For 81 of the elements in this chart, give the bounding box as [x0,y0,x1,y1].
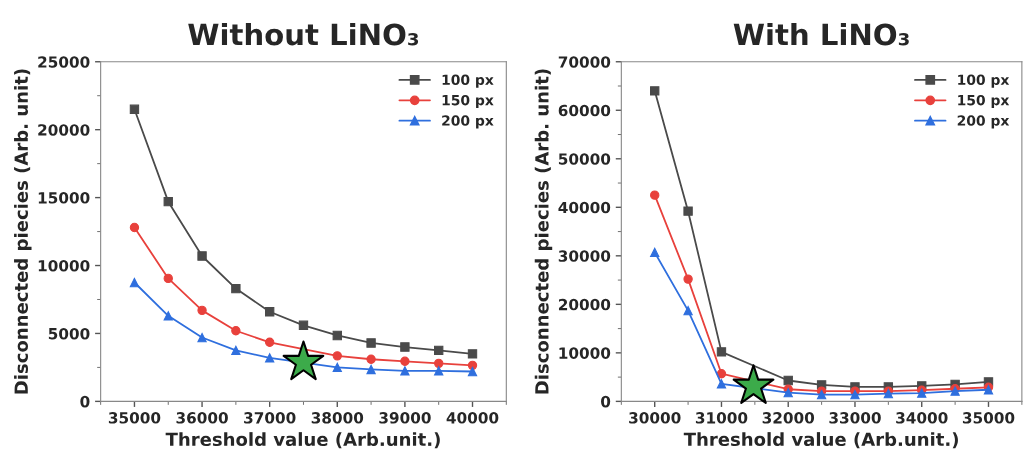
point [650,190,660,200]
y-tick-label: 5000 [48,327,90,340]
x-tick-label: 39000 [379,412,431,424]
x-tick-label: 31000 [695,412,748,424]
point [231,283,241,294]
y-tick-label: 30000 [558,250,611,262]
point [197,251,207,261]
point [683,206,693,216]
point [434,358,444,369]
legend-label: 200 px [957,115,1010,129]
legend-label: 200 px [442,115,494,129]
x-axis-title: Threshold value (Arb.unit.) [683,432,958,449]
y-tick-label: 25000 [38,56,90,68]
x-tick-label: 35000 [962,412,1015,424]
x-tick-label: 32000 [762,412,815,424]
point [850,389,860,400]
y-tick-label: 70000 [558,56,611,68]
x-axis-title: Threshold value (Arb.unit.) [165,432,440,449]
point [332,351,342,361]
point [129,277,140,288]
x-tick-label: 33000 [829,412,881,424]
point [366,364,376,375]
point [400,356,410,366]
point [650,86,660,96]
y-tick-label: 10000 [38,259,90,272]
point [783,375,793,386]
point [400,342,410,352]
y-tick-label: 10000 [559,347,611,359]
point [716,347,727,357]
point [264,353,275,363]
legend-label: 100 px [442,74,494,88]
point [467,349,478,359]
point [716,369,727,379]
point [129,222,140,233]
point [366,338,376,348]
x-tick-label: 37000 [244,412,296,424]
y-tick-label: 20000 [558,298,611,311]
y-tick-label: 60000 [558,104,611,117]
point [783,387,793,398]
point [467,366,478,377]
point [163,196,173,207]
x-tick-label: 38000 [311,412,364,424]
point [264,307,275,317]
point [816,389,827,400]
x-tick-label: 34000 [896,412,948,424]
point [332,362,342,373]
point [298,320,309,330]
point [434,345,444,356]
y-tick-label: 50000 [558,153,611,165]
point [197,332,207,343]
point [400,366,410,376]
y-tick-label: 15000 [38,192,90,204]
legend-label: 150 px [442,94,494,109]
point [197,305,207,316]
x-tick-label: 30000 [629,412,681,424]
point [650,247,660,258]
point [716,379,727,389]
y-axis-title: Disconnected piecies (Arb. unit) [14,69,32,394]
y-tick-label: 0 [80,395,90,408]
y-tick-label: 0 [601,395,611,408]
point [434,366,444,376]
x-tick-label: 36000 [176,412,228,424]
point [683,305,693,316]
chart-title: With LiNO₃ [733,22,909,46]
x-tick-label: 40000 [446,412,499,424]
point [231,326,241,336]
point [332,330,342,341]
chart-title: Without LiNO₃ [188,22,419,46]
y-axis-title: Disconnected piecies (Arb. unit) [534,69,553,394]
point [129,104,140,114]
legend-label: 150 px [958,94,1010,109]
y-tick-label: 20000 [38,124,90,136]
legend-label: 100 px [958,74,1010,88]
point [163,273,173,284]
point [683,274,693,284]
point [366,354,376,364]
x-tick-label: 35000 [108,412,161,424]
point [163,311,173,321]
y-tick-label: 40000 [558,201,611,214]
point [231,345,241,356]
point [264,337,275,347]
